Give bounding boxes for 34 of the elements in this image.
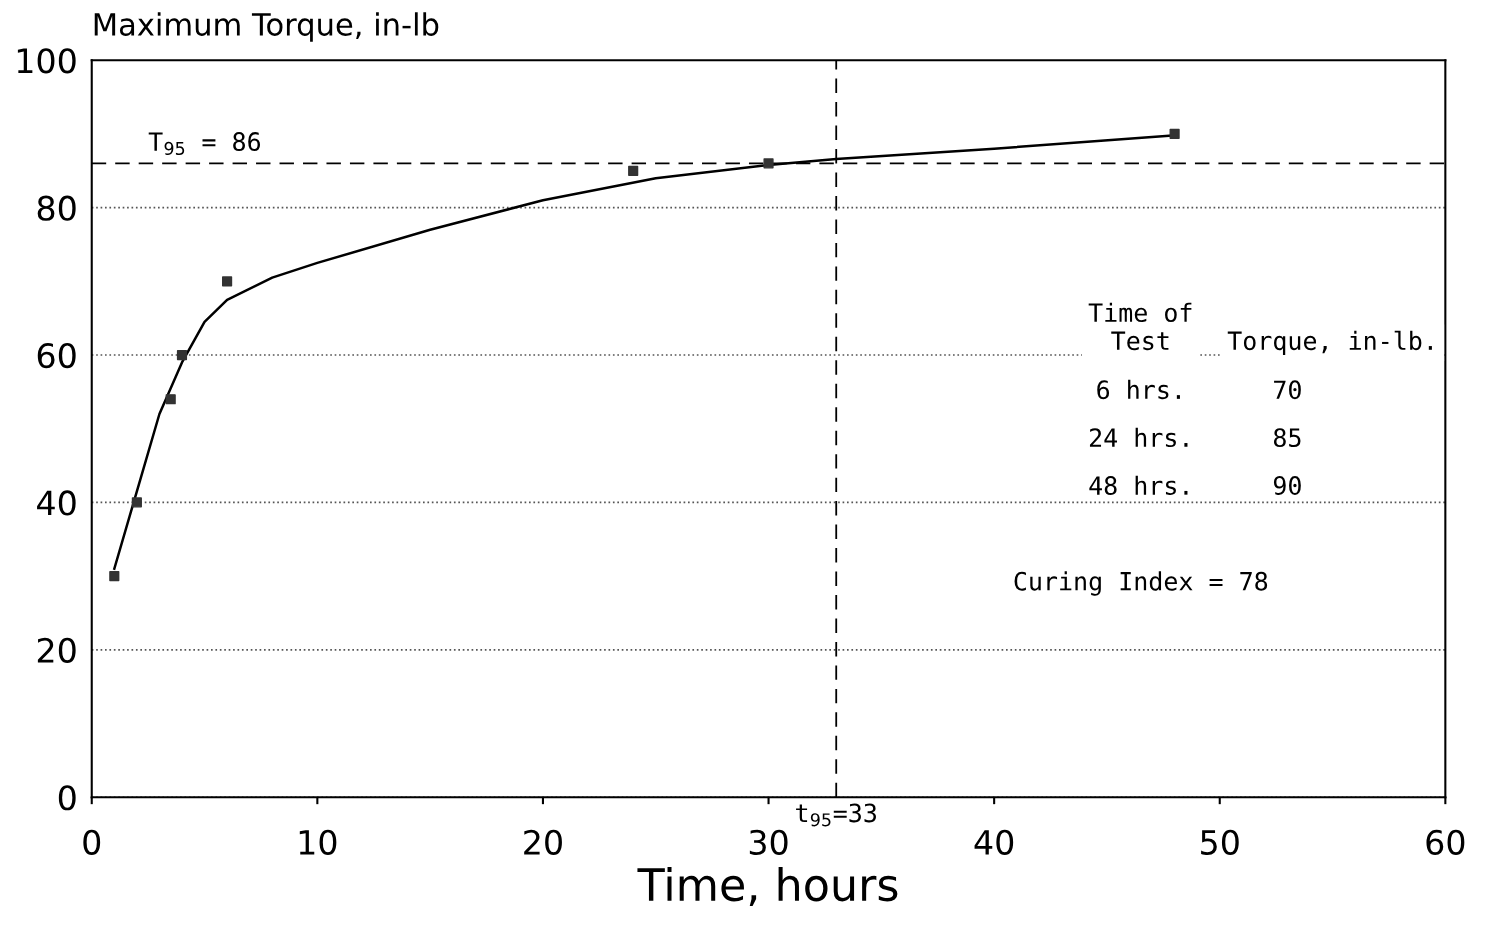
ref-line-label: t$_{95}$=33: [796, 803, 876, 827]
point: [763, 158, 774, 169]
annotation: Torque, in-lb.: [1227, 330, 1432, 356]
point: [628, 165, 639, 176]
y-axis-title: Maximum Torque, in-lb: [94, 12, 439, 42]
annotation: 6 hrs.: [1097, 379, 1180, 400]
y-tick-label: 60: [37, 342, 76, 369]
x-tick-label: 60: [1426, 829, 1465, 855]
point: [176, 349, 188, 361]
x-axis-title: Time, hours: [637, 866, 898, 906]
annotation: Curing Index = 78: [1014, 571, 1268, 596]
point: [1169, 128, 1180, 140]
annotation: 24 hrs.: [1089, 427, 1188, 448]
y-tick-label: 40: [37, 490, 76, 516]
annotation: 90: [1273, 476, 1301, 496]
point: [222, 276, 233, 287]
y-tick-label: 80: [37, 195, 76, 221]
x-tick-label: 20: [524, 829, 562, 855]
point: [109, 571, 120, 582]
x-tick-label: 0: [83, 829, 101, 855]
annotation: Time of Test: [1088, 302, 1192, 351]
annotation: 48 hrs.: [1089, 475, 1188, 496]
x-tick-label: 40: [974, 829, 1014, 855]
y-tick-label: 100: [17, 48, 76, 74]
annotation: 85: [1273, 428, 1301, 448]
x-tick-label: 50: [1201, 829, 1239, 855]
ref-line-label: T$_{95}$ = 86: [148, 132, 261, 156]
x-tick-label: 10: [299, 829, 337, 855]
point: [165, 394, 176, 405]
y-tick-label: 20: [37, 637, 76, 663]
x-tick-label: 30: [749, 829, 788, 855]
annotation: 70: [1274, 380, 1301, 400]
y-tick-label: 0: [58, 785, 76, 811]
point: [131, 497, 142, 508]
